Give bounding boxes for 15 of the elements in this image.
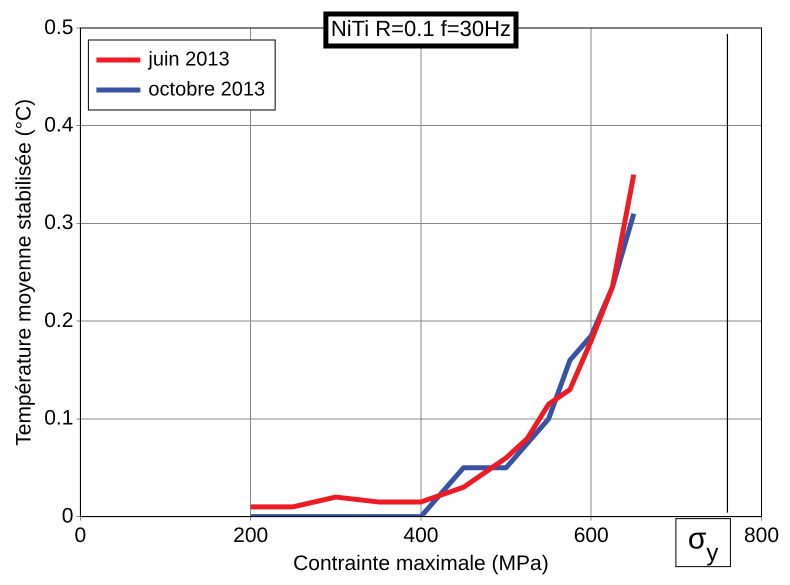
x-tick-label: 200 — [233, 524, 268, 547]
y-tick-label: 0.1 — [44, 406, 74, 430]
y-tick-label: 0 — [62, 504, 74, 528]
y-tick-label: 0.3 — [44, 211, 74, 234]
y-axis-title: Température moyenne stabilisée (°C) — [12, 98, 36, 446]
chart-title: NiTi R=0.1 f=30Hz — [330, 16, 512, 42]
y-tick-label: 0.2 — [44, 308, 74, 332]
x-axis-title: Contrainte maximale (MPa) — [293, 552, 549, 576]
y-tick-label: 0.5 — [44, 16, 74, 39]
x-tick-label: 400 — [403, 524, 438, 547]
y-tick-label: 0.4 — [44, 114, 74, 137]
legend-label: octobre 2013 — [148, 78, 266, 101]
x-tick-label: 600 — [574, 524, 609, 547]
x-tick-label: 800 — [744, 524, 780, 547]
legend-label: juin 2013 — [147, 48, 230, 71]
